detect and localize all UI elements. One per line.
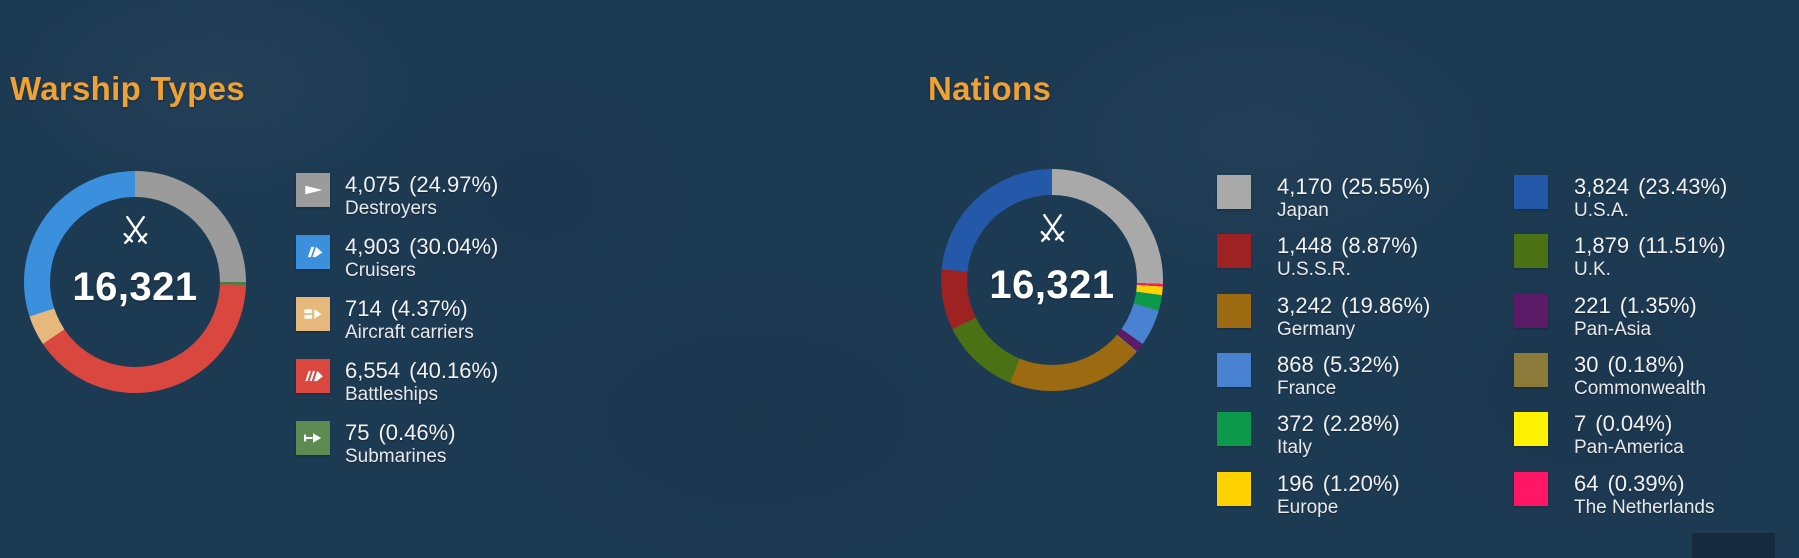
- battleships-color-chip: [296, 359, 330, 393]
- japan-color-chip: [1217, 175, 1251, 209]
- germany-color-chip: [1217, 294, 1251, 328]
- legend-item-pan-asia[interactable]: 221 (1.35%) Pan-Asia: [1514, 294, 1697, 341]
- legend-item-submarines[interactable]: 75 (0.46%) Submarines: [296, 421, 456, 468]
- legend-label: Aircraft carriers: [345, 322, 474, 343]
- europe-color-chip: [1217, 472, 1251, 506]
- netherlands-color-chip: [1514, 472, 1548, 506]
- legend-count: 1,879 (11.51%): [1574, 233, 1726, 258]
- legend-count: 7 (0.04%): [1574, 411, 1673, 436]
- legend-label: U.S.A.: [1574, 200, 1629, 221]
- aircraft-carrier-class-icon: [304, 309, 322, 319]
- nations-donut-center: 16,321: [967, 195, 1137, 365]
- legend-count: 4,170 (25.55%): [1277, 174, 1431, 199]
- legend-item-commonwealth[interactable]: 30 (0.18%) Commonwealth: [1514, 353, 1706, 400]
- legend-label: Japan: [1277, 200, 1329, 221]
- crossed-swords-icon: [1040, 213, 1064, 243]
- legend-item-europe[interactable]: 196 (1.20%) Europe: [1217, 472, 1400, 519]
- legend-label: France: [1277, 378, 1337, 399]
- bottom-right-cutoff-button[interactable]: [1692, 533, 1775, 558]
- battleship-class-icon: [305, 370, 323, 382]
- legend-count: 868 (5.32%): [1277, 352, 1400, 377]
- legend-item-japan[interactable]: 4,170 (25.55%) Japan: [1217, 175, 1430, 222]
- destroyers-color-chip: [296, 173, 330, 207]
- italy-color-chip: [1217, 412, 1251, 446]
- pan-asia-color-chip: [1514, 294, 1548, 328]
- destroyer-class-icon: [305, 185, 323, 195]
- legend-count: 3,242 (19.86%): [1277, 293, 1431, 318]
- legend-item-the-netherlands[interactable]: 64 (0.39%) The Netherlands: [1514, 472, 1714, 519]
- warship-types-total: 16,321: [72, 265, 198, 309]
- legend-count: 64 (0.39%): [1574, 471, 1685, 496]
- legend-item-battleships[interactable]: 6,554 (40.16%) Battleships: [296, 359, 498, 406]
- legend-label: Destroyers: [345, 198, 437, 219]
- legend-count: 30 (0.18%): [1574, 352, 1685, 377]
- legend-count: 75 (0.46%): [345, 420, 456, 445]
- legend-label: U.S.S.R.: [1277, 259, 1351, 280]
- warship-types-donut-chart[interactable]: 16,321: [24, 171, 246, 393]
- legend-label: Pan-America: [1574, 437, 1684, 458]
- legend-label: Commonwealth: [1574, 378, 1706, 399]
- aircraft-carriers-color-chip: [296, 297, 330, 331]
- legend-label: Submarines: [345, 446, 447, 467]
- legend-label: Battleships: [345, 384, 438, 405]
- submarine-class-icon: [304, 433, 322, 443]
- ussr-color-chip: [1217, 234, 1251, 268]
- legend-item-ussr[interactable]: 1,448 (8.87%) U.S.S.R.: [1217, 234, 1418, 281]
- legend-label: Italy: [1277, 437, 1312, 458]
- legend-count: 714 (4.37%): [345, 296, 468, 321]
- legend-item-usa[interactable]: 3,824 (23.43%) U.S.A.: [1514, 175, 1727, 222]
- legend-label: Germany: [1277, 319, 1356, 340]
- legend-label: The Netherlands: [1574, 497, 1715, 518]
- legend-item-cruisers[interactable]: 4,903 (30.04%) Cruisers: [296, 235, 498, 282]
- legend-count: 372 (2.28%): [1277, 411, 1400, 436]
- cruisers-color-chip: [296, 235, 330, 269]
- legend-item-pan-america[interactable]: 7 (0.04%) Pan-America: [1514, 412, 1684, 459]
- legend-label: Europe: [1277, 497, 1339, 518]
- nations-total: 16,321: [989, 263, 1115, 307]
- cruiser-class-icon: [307, 246, 323, 258]
- legend-item-uk[interactable]: 1,879 (11.51%) U.K.: [1514, 234, 1726, 281]
- uk-color-chip: [1514, 234, 1548, 268]
- legend-count: 221 (1.35%): [1574, 293, 1697, 318]
- crossed-swords-icon: [123, 215, 147, 245]
- usa-color-chip: [1514, 175, 1548, 209]
- pan-america-color-chip: [1514, 412, 1548, 446]
- legend-count: 4,075 (24.97%): [345, 172, 499, 197]
- legend-item-italy[interactable]: 372 (2.28%) Italy: [1217, 412, 1400, 459]
- commonwealth-color-chip: [1514, 353, 1548, 387]
- submarines-color-chip: [296, 421, 330, 455]
- nations-donut-chart[interactable]: 16,321: [941, 169, 1163, 391]
- legend-label: U.K.: [1574, 259, 1611, 280]
- legend-count: 6,554 (40.16%): [345, 358, 499, 383]
- legend-label: Cruisers: [345, 260, 416, 281]
- warship-types-donut-center: 16,321: [50, 197, 220, 367]
- nations-title: Nations: [928, 70, 1052, 107]
- legend-item-france[interactable]: 868 (5.32%) France: [1217, 353, 1400, 400]
- legend-count: 3,824 (23.43%): [1574, 174, 1728, 199]
- legend-count: 4,903 (30.04%): [345, 234, 499, 259]
- legend-item-germany[interactable]: 3,242 (19.86%) Germany: [1217, 294, 1430, 341]
- france-color-chip: [1217, 353, 1251, 387]
- legend-count: 196 (1.20%): [1277, 471, 1400, 496]
- legend-label: Pan-Asia: [1574, 319, 1652, 340]
- legend-item-destroyers[interactable]: 4,075 (24.97%) Destroyers: [296, 173, 498, 220]
- legend-item-aircraft-carriers[interactable]: 714 (4.37%) Aircraft carriers: [296, 297, 474, 344]
- legend-count: 1,448 (8.87%): [1277, 233, 1419, 258]
- warship-types-title: Warship Types: [10, 70, 245, 107]
